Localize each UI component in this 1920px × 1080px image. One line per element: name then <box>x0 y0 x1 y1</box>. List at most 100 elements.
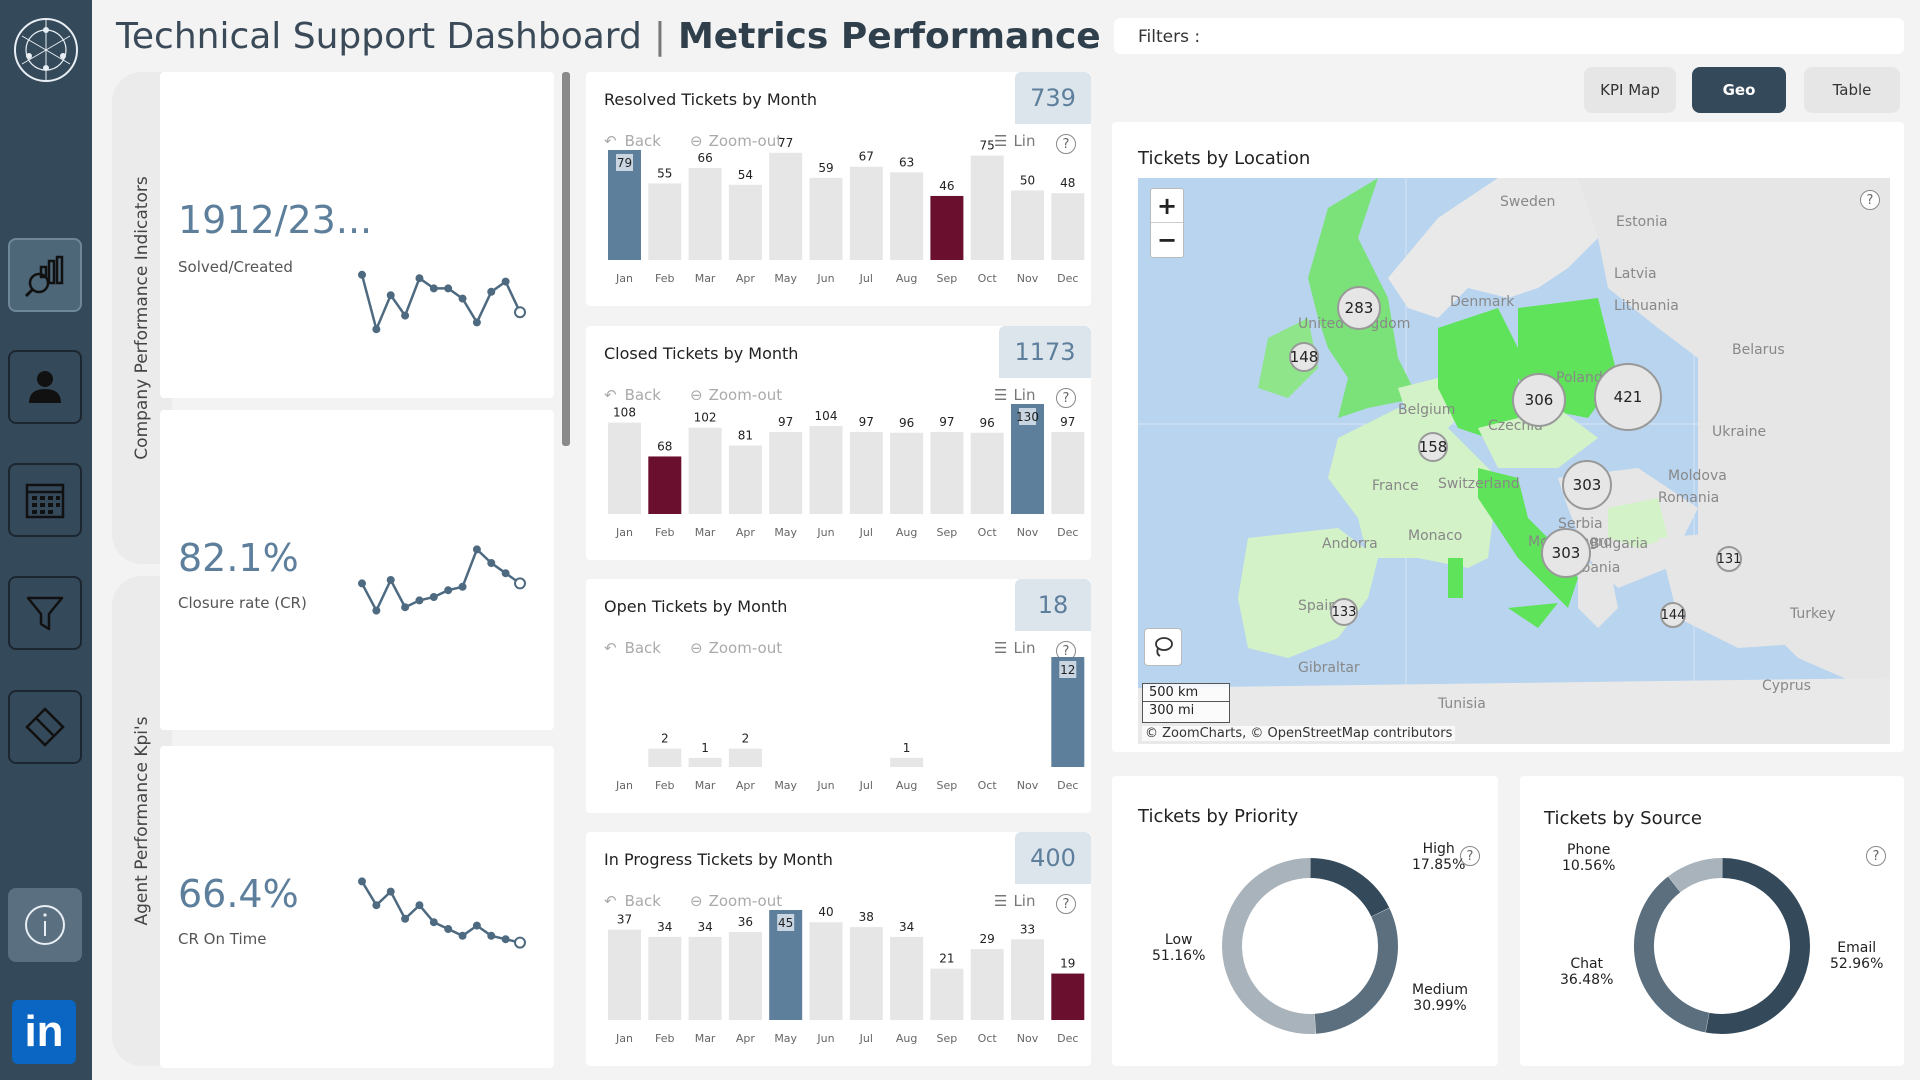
donut-slice[interactable] <box>1314 908 1398 1034</box>
bar-chart[interactable]: Jan 108 Feb 68 Mar 102 Apr 81 May 97 Jun 104 Jul 97 Au… <box>586 326 1091 560</box>
table-button[interactable]: Table <box>1804 67 1900 113</box>
source-donut[interactable] <box>1520 776 1904 1066</box>
linkedin-icon[interactable]: in <box>12 1000 76 1064</box>
filters-bar[interactable]: Filters : <box>1114 18 1904 54</box>
bar[interactable] <box>1011 190 1044 260</box>
zoom-out-button[interactable]: − <box>1156 226 1178 254</box>
zoom-out-button[interactable]: ⊖ Zoom-out <box>690 132 782 150</box>
bar[interactable] <box>930 431 964 514</box>
donut-slice[interactable] <box>1668 858 1723 893</box>
priority-donut[interactable] <box>1112 776 1498 1066</box>
chart-help-icon[interactable]: ? <box>1056 388 1076 408</box>
map-cluster[interactable]: 421 <box>1594 363 1662 431</box>
zoom-out-button[interactable]: ⊖ Zoom-out <box>690 639 782 657</box>
bar-chart[interactable]: Jan 37 Feb 34 Mar 34 Apr 36 May 45 Jun 40 Jul 38 Aug 34… <box>586 832 1091 1066</box>
bar[interactable] <box>728 184 762 260</box>
bar[interactable] <box>688 168 722 260</box>
map-cluster[interactable]: 303 <box>1541 528 1591 578</box>
bar[interactable] <box>849 431 883 514</box>
lasso-button[interactable] <box>1144 628 1182 666</box>
bar[interactable] <box>608 929 641 1020</box>
calendar-button[interactable] <box>8 463 82 537</box>
map-cluster[interactable]: 306 <box>1512 373 1566 427</box>
bar[interactable] <box>970 155 1004 260</box>
bar[interactable] <box>769 431 803 514</box>
lin-log-toggle[interactable]: ☰ Lin <box>994 892 1035 910</box>
map-cluster[interactable]: 283 <box>1337 286 1381 330</box>
bar[interactable] <box>608 422 641 514</box>
bar[interactable] <box>728 748 762 767</box>
bar[interactable] <box>809 922 843 1020</box>
analytics-button[interactable] <box>8 238 82 312</box>
bar[interactable] <box>809 177 843 260</box>
map-cluster[interactable]: 131 <box>1716 546 1742 572</box>
donut-slice[interactable] <box>1705 858 1810 1034</box>
bar[interactable] <box>1051 431 1085 514</box>
map-cluster[interactable]: 144 <box>1660 602 1686 628</box>
zoom-out-button[interactable]: ⊖ Zoom-out <box>690 892 782 910</box>
bar-chart[interactable]: Jan Feb 2 Mar 1 Apr 2 May Jun Jul Aug 1 Sep Oct Nov Dec… <box>586 579 1091 813</box>
bar[interactable] <box>688 757 722 767</box>
agent-button[interactable] <box>8 350 82 424</box>
bar[interactable] <box>809 426 843 514</box>
map-view[interactable]: Sweden Estonia Latvia Denmark Lithuania … <box>1138 178 1890 744</box>
source-label-email: Email 52.96% <box>1830 940 1883 972</box>
bar[interactable] <box>688 427 722 514</box>
bar[interactable] <box>930 968 964 1020</box>
donut-slice[interactable] <box>1222 858 1316 1034</box>
donut-slice[interactable] <box>1309 858 1390 917</box>
back-button[interactable]: ↶ Back <box>604 892 661 910</box>
bar[interactable] <box>970 949 1004 1020</box>
bar[interactable] <box>648 183 682 260</box>
geo-button[interactable]: Geo <box>1692 67 1786 113</box>
chart-help-icon[interactable]: ? <box>1056 134 1076 154</box>
bar[interactable] <box>1051 193 1085 260</box>
map-cluster[interactable]: 148 <box>1289 342 1319 372</box>
bar[interactable] <box>970 432 1004 514</box>
bar[interactable] <box>1051 973 1085 1020</box>
bar[interactable] <box>648 456 682 514</box>
zoom-out-button[interactable]: ⊖ Zoom-out <box>690 386 782 404</box>
kpi-map-button[interactable]: KPI Map <box>1584 67 1676 113</box>
bar[interactable] <box>849 166 883 260</box>
filter-button[interactable] <box>8 576 82 650</box>
kpi-scrollbar[interactable] <box>562 72 570 446</box>
bar[interactable] <box>728 932 762 1020</box>
bar[interactable] <box>728 445 762 514</box>
lin-log-toggle[interactable]: ☰ Lin <box>994 386 1035 404</box>
bar[interactable] <box>849 927 883 1020</box>
bar[interactable] <box>890 936 924 1020</box>
month-tick: Jul <box>859 1032 873 1045</box>
sparkline-point <box>514 936 526 949</box>
back-button[interactable]: ↶ Back <box>604 639 661 657</box>
priority-help-icon[interactable]: ? <box>1460 846 1480 866</box>
bar[interactable] <box>688 936 722 1020</box>
zoom-in-button[interactable]: + <box>1151 189 1183 223</box>
info-button[interactable] <box>8 888 82 962</box>
bar-chart[interactable]: Jan 79 Feb 55 Mar 66 Apr 54 May 77 Jun 59 Jul 67 Aug 63… <box>586 72 1091 306</box>
bar[interactable] <box>648 748 682 767</box>
chart-help-icon[interactable]: ? <box>1056 894 1076 914</box>
clear-filters-button[interactable] <box>8 690 82 764</box>
donut-slice[interactable] <box>1634 876 1710 1033</box>
month-tick: Sep <box>937 779 958 792</box>
bar[interactable] <box>890 432 924 514</box>
map-cluster[interactable]: 133 <box>1330 598 1358 626</box>
map-cluster[interactable]: 158 <box>1418 432 1448 462</box>
bar[interactable] <box>648 936 682 1020</box>
bar[interactable] <box>930 195 964 260</box>
back-button[interactable]: ↶ Back <box>604 132 661 150</box>
bar[interactable] <box>890 757 924 767</box>
map-help-icon[interactable]: ? <box>1860 190 1880 210</box>
month-tick: Dec <box>1057 272 1078 285</box>
source-help-icon[interactable]: ? <box>1866 846 1886 866</box>
lin-log-toggle[interactable]: ☰ Lin <box>994 639 1035 657</box>
map-cluster[interactable]: 303 <box>1562 460 1612 510</box>
bar[interactable] <box>769 152 803 260</box>
bar[interactable] <box>890 172 924 260</box>
back-button[interactable]: ↶ Back <box>604 386 661 404</box>
lin-log-toggle[interactable]: ☰ Lin <box>994 132 1035 150</box>
bar[interactable] <box>1011 939 1044 1020</box>
map-attribution[interactable]: © ZoomCharts, © OpenStreetMap contributo… <box>1142 726 1456 741</box>
bar-value-label: 130 <box>1016 410 1039 424</box>
